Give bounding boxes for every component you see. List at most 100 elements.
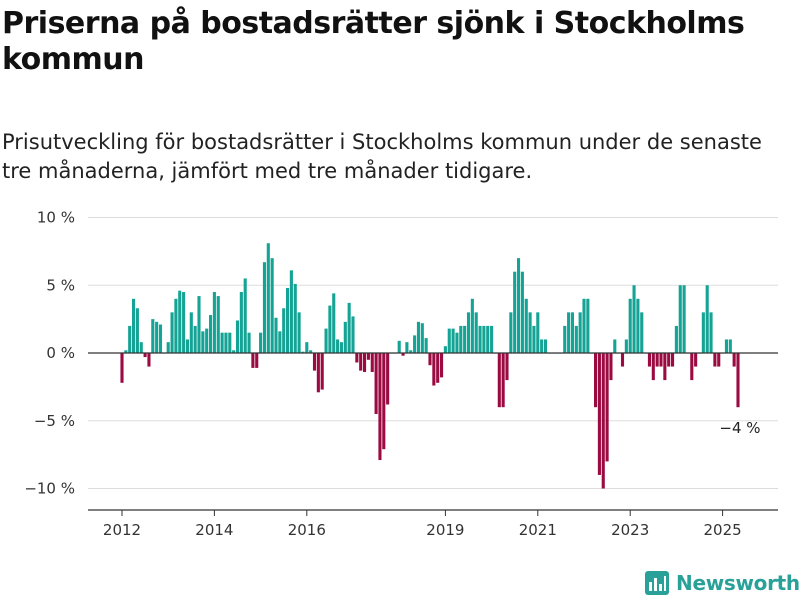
bar (613, 339, 617, 353)
x-tick-label: 2014 (195, 521, 233, 539)
bar (517, 258, 521, 353)
bar (205, 328, 209, 353)
bar (297, 312, 301, 353)
x-tick-label: 2012 (103, 521, 141, 539)
bar (705, 285, 709, 353)
bar (366, 353, 370, 360)
y-tick-label: 5 % (46, 276, 75, 294)
bar (605, 353, 609, 462)
bar (478, 325, 482, 353)
bar (351, 316, 355, 353)
bar (282, 308, 286, 353)
bar (397, 340, 401, 353)
bar (432, 353, 436, 386)
bar (586, 298, 590, 353)
x-axis-ticks: 2012 2014 2016 2019 2021 2023 2025 (103, 510, 742, 539)
bar (201, 331, 205, 353)
bar (378, 353, 382, 461)
bar (409, 350, 413, 353)
bar (732, 353, 736, 367)
bar (343, 321, 347, 353)
bar (155, 321, 159, 353)
bar (543, 339, 548, 353)
bar (143, 353, 147, 358)
bar (339, 342, 343, 353)
bar (651, 353, 655, 381)
bar (717, 353, 721, 367)
bar (278, 331, 282, 353)
bar (151, 319, 155, 353)
bar (386, 353, 390, 405)
y-tick-label: 0 % (46, 344, 75, 362)
bar (509, 312, 513, 353)
bar (363, 353, 367, 372)
bar (262, 262, 266, 353)
bar (482, 325, 486, 353)
bar (428, 353, 432, 366)
bar (347, 302, 351, 353)
y-axis-tick-labels: 10 % 5 % 0 % −5 % −10 % (24, 209, 75, 498)
bars (120, 243, 740, 489)
bar (197, 296, 201, 353)
bar (251, 353, 255, 368)
bar (567, 312, 571, 353)
bar (459, 325, 463, 353)
bar (659, 353, 663, 367)
bar (690, 353, 694, 381)
bar (189, 312, 193, 353)
bar (405, 342, 409, 353)
bar (497, 353, 501, 408)
bar (220, 332, 224, 353)
bar (470, 298, 474, 353)
bar (674, 325, 678, 353)
bar (663, 353, 667, 381)
bar (259, 332, 263, 353)
bar (332, 293, 336, 353)
y-tick-label: 10 % (37, 209, 75, 227)
bar (424, 338, 428, 353)
bar (309, 350, 313, 353)
bar (520, 271, 524, 353)
bar (224, 332, 228, 353)
bar (336, 339, 340, 353)
bar (601, 353, 605, 489)
bar (355, 353, 359, 363)
bar (401, 353, 405, 356)
chart-subtitle: Prisutveckling för bostadsrätter i Stock… (2, 130, 762, 183)
bar (528, 312, 532, 353)
bar (247, 332, 251, 353)
y-tick-label: −10 % (24, 480, 75, 498)
bar (570, 312, 574, 353)
bar (736, 353, 740, 408)
bar (374, 353, 378, 414)
bar (536, 312, 540, 353)
bar (447, 328, 451, 353)
bar (694, 353, 698, 367)
bar (255, 353, 259, 368)
bar (124, 350, 128, 353)
bar (640, 312, 644, 353)
bar (436, 353, 440, 383)
bar (120, 353, 124, 383)
bar (209, 315, 213, 353)
bar (632, 285, 636, 353)
bar (540, 339, 544, 353)
bar (513, 271, 517, 353)
bar (139, 342, 143, 353)
bar (628, 298, 632, 353)
bar (524, 298, 528, 353)
bar (647, 353, 651, 367)
bar (501, 353, 505, 408)
bar (678, 285, 682, 353)
bar (232, 350, 236, 353)
bar-chart: 10 % 5 % 0 % −5 % −10 % 2012 2014 2016 2019 2021… (24, 209, 778, 539)
bar (671, 353, 675, 367)
bar (382, 353, 386, 450)
bar (609, 353, 613, 381)
bar (274, 317, 278, 353)
bar (620, 353, 625, 367)
gridlines (88, 217, 778, 489)
bar (320, 353, 324, 390)
bar (235, 320, 240, 353)
bar (135, 308, 139, 353)
